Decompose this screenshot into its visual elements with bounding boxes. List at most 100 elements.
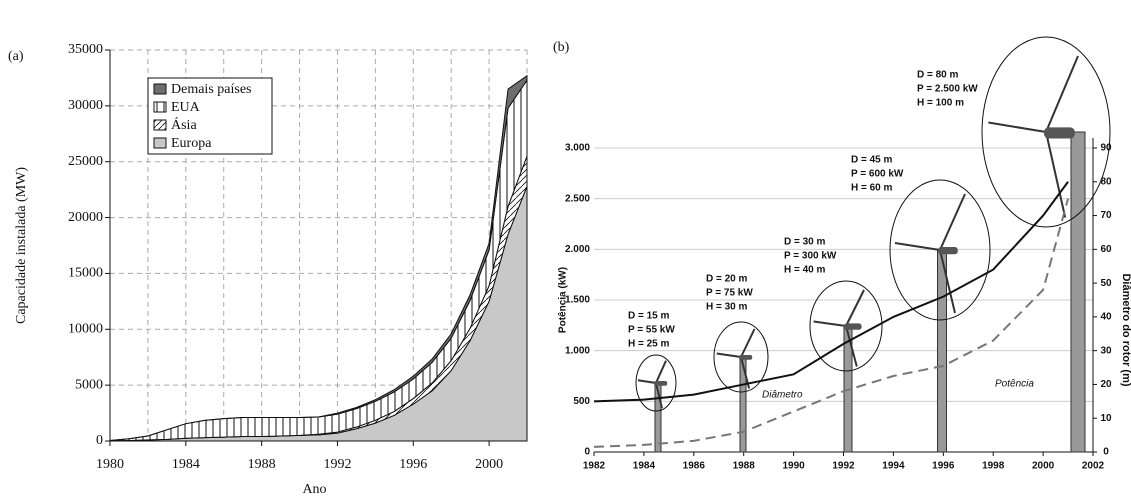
annotation: H = 25 m — [628, 339, 670, 350]
y2-axis-label: Diâmetro do rotor (m) — [1120, 273, 1131, 386]
nacelle — [938, 247, 958, 255]
blade — [939, 249, 956, 314]
annotation: D = 15 m — [628, 311, 670, 322]
y-tick-label: 2.500 — [565, 193, 590, 204]
x-tick-label: 2000 — [475, 457, 503, 472]
x-tick-label: 1982 — [583, 461, 606, 472]
series-line — [593, 198, 1070, 448]
annotation: D = 20 m — [706, 274, 748, 285]
y-tick-label: 1.500 — [565, 295, 590, 306]
blade — [939, 193, 966, 251]
x-tick-label: 1984 — [172, 457, 200, 472]
x-tick-label: 1992 — [832, 461, 855, 472]
x-tick-label: 2000 — [1032, 461, 1055, 472]
blade — [894, 242, 941, 251]
blade — [813, 320, 847, 327]
rotor-circle — [889, 179, 991, 321]
legend-label: Demais países — [171, 82, 251, 97]
x-tick-label: 1992 — [323, 457, 351, 472]
panel-label: (b) — [553, 40, 570, 55]
y-tick-label: 30000 — [68, 98, 103, 113]
x-tick-label: 1998 — [982, 461, 1005, 472]
y-tick-label: 20000 — [68, 210, 103, 225]
y2-tick-label: 80 — [1100, 176, 1112, 187]
y2-tick-label: 40 — [1100, 312, 1112, 323]
series-label: Diâmetro — [762, 390, 803, 401]
legend-swatch — [153, 83, 167, 95]
annotation: D = 45 m — [851, 155, 893, 166]
blade — [740, 328, 756, 358]
y-tick-label: 0 — [96, 433, 103, 448]
y-tick-label: 15000 — [68, 266, 103, 281]
nacelle — [739, 355, 753, 360]
blade — [716, 352, 742, 358]
series-label: Potência — [995, 379, 1034, 390]
annotation: D = 80 m — [917, 70, 959, 81]
y2-tick-label: 0 — [1103, 447, 1109, 458]
x-tick-label: 1980 — [96, 457, 124, 472]
legend-label: Europa — [171, 136, 212, 151]
annotation: H = 60 m — [851, 183, 893, 194]
x-tick-label: 1988 — [248, 457, 276, 472]
blade — [637, 379, 657, 384]
nacelle — [844, 323, 862, 330]
rotor-circle — [809, 280, 883, 372]
y2-tick-label: 50 — [1100, 278, 1112, 289]
rotor-circle — [713, 321, 769, 393]
annotation: H = 30 m — [706, 302, 748, 313]
y-tick-label: 500 — [573, 396, 590, 407]
blade — [1045, 55, 1079, 133]
y-tick-label: 25000 — [68, 154, 103, 169]
annotation: H = 100 m — [917, 98, 964, 109]
y-tick-label: 3.000 — [565, 143, 590, 154]
x-tick-label: 1990 — [782, 461, 805, 472]
y-tick-label: 1.000 — [565, 345, 590, 356]
legend-label: Ásia — [171, 116, 197, 133]
legend — [147, 77, 273, 155]
annotation: P = 600 kW — [851, 169, 904, 180]
blade — [655, 360, 667, 384]
annotation: P = 75 kW — [706, 288, 753, 299]
blade — [845, 325, 858, 367]
legend-swatch — [153, 101, 167, 113]
y-tick-label: 5000 — [75, 377, 103, 392]
y-tick-label: 35000 — [68, 42, 103, 57]
y2-tick-label: 90 — [1100, 143, 1112, 154]
blade — [845, 289, 865, 327]
y-tick-label: 0 — [584, 447, 590, 458]
series-line — [593, 181, 1069, 403]
tower — [937, 249, 947, 453]
y2-tick-label: 30 — [1100, 345, 1112, 356]
nacelle — [1044, 127, 1075, 139]
nacelle — [654, 381, 668, 386]
x-tick-label: 1984 — [633, 461, 656, 472]
x-tick-label: 1988 — [733, 461, 756, 472]
blade — [988, 121, 1047, 133]
y-tick-label: 10000 — [68, 322, 103, 337]
x-axis-label: Ano — [302, 482, 326, 497]
x-tick-label: 1986 — [683, 461, 706, 472]
annotation: P = 300 kW — [784, 251, 837, 262]
annotation: D = 30 m — [784, 237, 826, 248]
legend-swatch — [153, 137, 167, 149]
legend-label: EUA — [171, 100, 201, 115]
annotation: P = 2.500 kW — [917, 84, 978, 95]
legend-swatch — [153, 119, 167, 131]
y2-tick-label: 70 — [1100, 210, 1112, 221]
y-tick-label: 2.000 — [565, 244, 590, 255]
blade — [1045, 131, 1067, 218]
x-tick-label: 1996 — [399, 457, 427, 472]
y-axis-label: Capacidade instalada (MW) — [14, 167, 29, 324]
panel-b: 0 500 1.000 1.500 2.000 2.500 3.000 0 10 20 30 40 50… — [558, 36, 1131, 472]
y2-tick-label: 10 — [1100, 413, 1112, 424]
area — [109, 74, 528, 441]
rotor-circle — [635, 354, 677, 412]
x-tick-label: 1994 — [882, 461, 905, 472]
annotation: H = 40 m — [784, 265, 826, 276]
annotation: P = 55 kW — [628, 325, 675, 336]
y2-tick-label: 20 — [1100, 379, 1112, 390]
y2-tick-label: 60 — [1100, 244, 1112, 255]
x-tick-label: 2002 — [1082, 461, 1105, 472]
y-axis-label: Potência (kW) — [558, 267, 569, 333]
